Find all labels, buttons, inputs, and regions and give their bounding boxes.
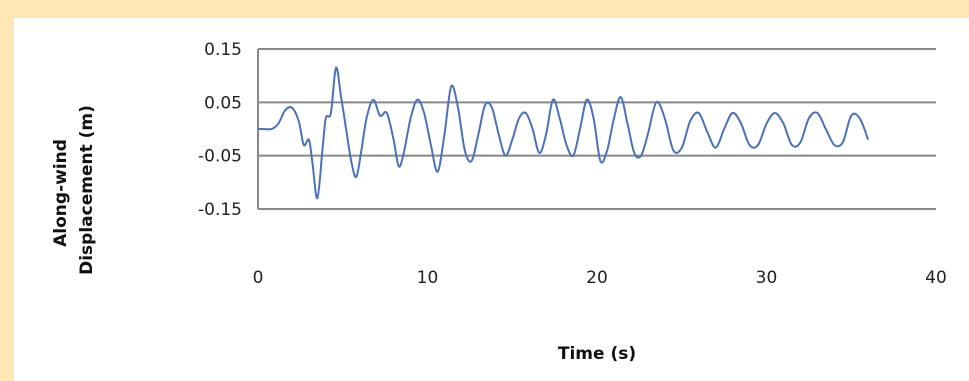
x-tick-label-0: 0 xyxy=(253,268,264,288)
y-tick-label-2: -0.05 xyxy=(198,147,242,167)
y-axis-title-line-1: Along-wind xyxy=(51,139,71,247)
gridlines xyxy=(258,48,936,210)
y-axis-title: Along-wind Displacement (m) xyxy=(51,105,97,275)
chart-panel: 0.15 0.05 -0.05 -0.15 0 10 20 30 40 Along-wind … xyxy=(14,18,969,381)
x-tick-label-1: 10 xyxy=(417,268,439,288)
x-axis-title: Time (s) xyxy=(558,344,636,364)
line-chart: 0.15 0.05 -0.05 -0.15 0 10 20 30 40 Along-wind … xyxy=(51,40,947,364)
y-axis-title-line-2: Displacement (m) xyxy=(77,105,97,275)
x-tick-label-2: 20 xyxy=(586,268,608,288)
y-tick-label-3: -0.15 xyxy=(198,200,242,220)
y-tick-label-1: 0.05 xyxy=(204,93,242,113)
series-layer xyxy=(258,66,870,200)
x-tick-labels: 0 10 20 30 40 xyxy=(253,268,947,288)
x-tick-label-4: 40 xyxy=(925,268,947,288)
y-tick-label-0: 0.15 xyxy=(204,40,242,60)
series-line-0 xyxy=(258,66,870,200)
y-tick-labels: 0.15 0.05 -0.05 -0.15 xyxy=(198,40,242,220)
x-tick-label-3: 30 xyxy=(756,268,778,288)
